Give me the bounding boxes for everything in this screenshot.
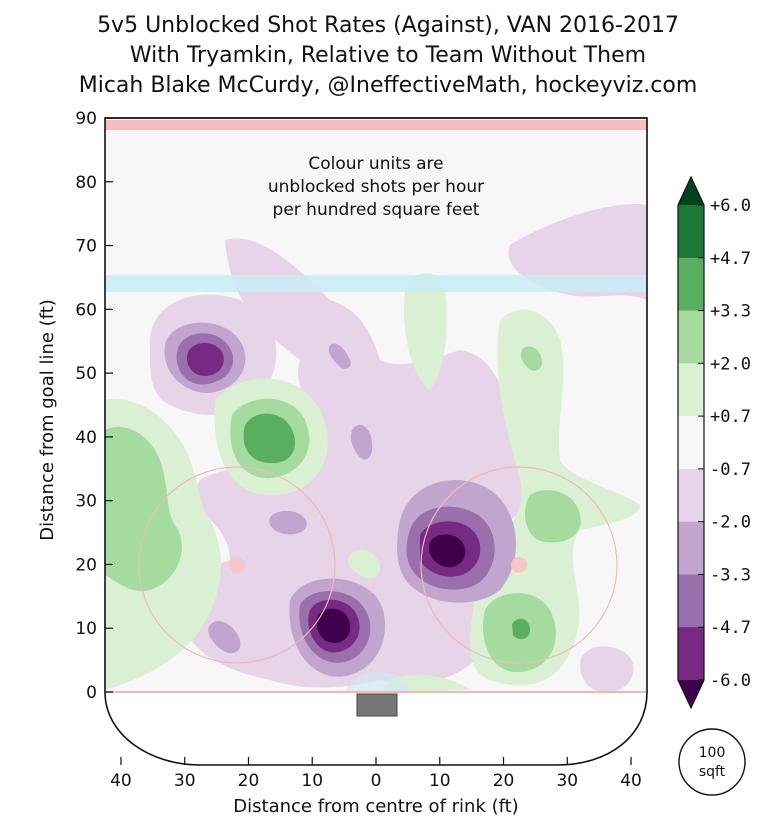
region-green-left-core: [243, 413, 296, 464]
region-green-right-core: [512, 618, 530, 640]
region-purple-bottom-right: [580, 646, 634, 693]
x-tick-label: 40: [620, 771, 642, 791]
region-green-top-center: [404, 273, 447, 390]
colorbar-band: [678, 205, 704, 259]
colorbar-band: [678, 521, 704, 575]
blue-line: [105, 275, 647, 292]
colorbar: +6.0 +4.7 +3.3 +2.0 +0.7 -0.7 -2.0 -3.3 -4.7 -6.0: [677, 175, 751, 710]
scale-label-value: 100: [699, 745, 726, 761]
region-green-right-circle: [525, 490, 581, 543]
region-green-small-center: [348, 549, 381, 579]
colorbar-band: [678, 468, 704, 523]
faceoff-dot-right: [511, 557, 527, 573]
annotation-line-1: Colour units are: [308, 154, 443, 174]
chart-subtitle: With Tryamkin, Relative to Team Without …: [129, 43, 647, 68]
y-axis-ticks: 0 10 20 30 40 50 60 70 80 90: [75, 109, 113, 703]
y-tick-label: 0: [86, 683, 97, 703]
y-tick-label: 80: [75, 173, 97, 193]
y-tick-label: 70: [75, 237, 97, 257]
contour-layer: [105, 204, 647, 693]
region-green-left-side-band: [105, 426, 182, 592]
colorbar-band: [678, 363, 704, 417]
x-axis-ticks: 40 30 20 10 0 10 20 30 40: [110, 757, 642, 791]
y-tick-label: 30: [75, 492, 97, 512]
colorbar-extend-bottom: [678, 680, 704, 708]
scale-circle: [678, 728, 746, 796]
chart-credit: Micah Blake McCurdy, @IneffectiveMath, h…: [78, 73, 698, 98]
region-purple-small-left: [269, 510, 307, 535]
y-tick-label: 40: [75, 428, 97, 448]
colorbar-tick-label: +6.0: [710, 196, 751, 216]
colorbar-extend-top: [678, 177, 704, 205]
y-tick-label: 10: [75, 619, 97, 639]
scale-label-unit: sqft: [699, 764, 726, 780]
rink-boards: [104, 117, 648, 766]
faceoff-circle-right: [420, 466, 618, 664]
colorbar-tick-label: -4.7: [710, 618, 751, 638]
colorbar-band: [678, 416, 704, 470]
x-tick-label: 30: [556, 771, 578, 791]
colorbar-band: [678, 310, 704, 364]
chart-title: 5v5 Unblocked Shot Rates (Against), VAN …: [97, 13, 679, 38]
colorbar-tick-label: -2.0: [710, 513, 751, 533]
region-green-right-dot: [521, 346, 543, 371]
x-tick-label: 0: [371, 771, 382, 791]
colorbar-band: [678, 574, 704, 628]
colorbar-tick-label: -0.7: [710, 460, 751, 480]
x-tick-label: 10: [301, 771, 323, 791]
colorbar-tick-label: -6.0: [710, 671, 751, 691]
x-tick-label: 20: [493, 771, 515, 791]
region-purple-darker-left: [186, 343, 224, 376]
region-purple-small-bottom-left: [208, 620, 241, 654]
x-tick-label: 30: [174, 771, 196, 791]
annotation-line-3: per hundred square feet: [273, 200, 480, 220]
y-tick-label: 90: [75, 109, 97, 129]
x-tick-label: 10: [429, 771, 451, 791]
goal-net: [356, 693, 398, 717]
colorbar-tick-label: +2.0: [710, 354, 751, 374]
y-axis-label: Distance from goal line (ft): [37, 299, 58, 541]
colorbar-tick-label: -3.3: [710, 565, 751, 585]
region-purple-tiny-upper: [328, 343, 351, 369]
y-tick-label: 20: [75, 555, 97, 575]
faceoff-circle-left: [138, 466, 336, 664]
colorbar-tick-label: +3.3: [710, 302, 751, 322]
colorbar-band: [678, 627, 704, 681]
annotation-line-2: unblocked shots per hour: [268, 177, 484, 197]
region-purple-tiny-center: [350, 424, 373, 460]
region-purple-darkest-center-lower: [316, 608, 351, 644]
x-axis-label: Distance from centre of rink (ft): [233, 796, 518, 817]
colorbar-band: [678, 257, 704, 312]
faceoff-dot-left: [229, 557, 245, 573]
colorbar-tick-label: +0.7: [710, 407, 751, 427]
red-line: [105, 120, 647, 130]
y-tick-label: 60: [75, 300, 97, 320]
y-tick-label: 50: [75, 364, 97, 384]
crease-blue: [345, 671, 410, 693]
x-tick-label: 40: [110, 771, 132, 791]
region-purple-darkest-center-right: [428, 534, 466, 568]
colorbar-tick-label: +4.7: [710, 249, 751, 269]
x-tick-label: 20: [238, 771, 260, 791]
